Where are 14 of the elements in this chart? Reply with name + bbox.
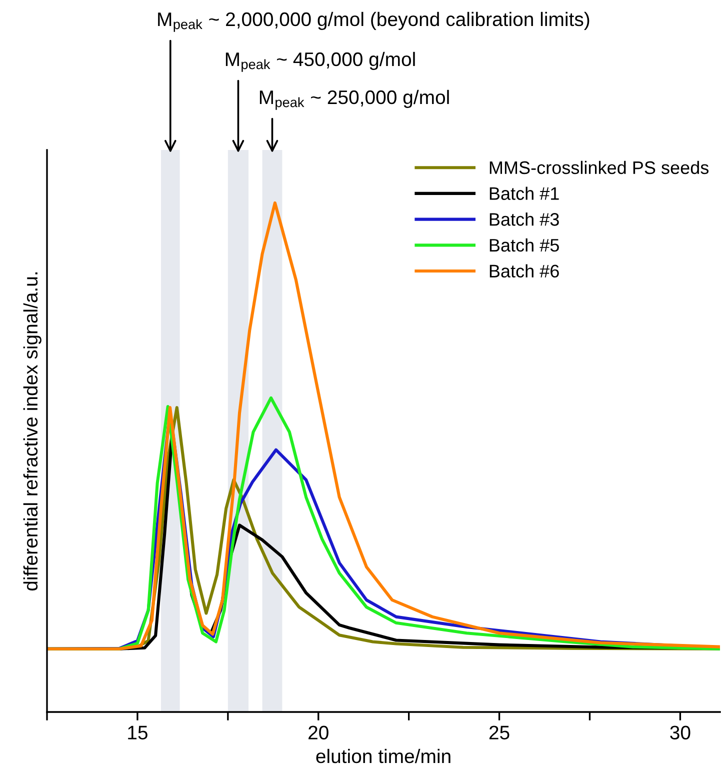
x-tick-label: 30: [670, 726, 690, 740]
x-tick-label: 15: [128, 726, 148, 740]
y-axis-title: differential refractive index signal/a.u.: [23, 272, 42, 591]
band-label: M$_{peak}$ ~ 2,000,000 g/mol (beyond calibration limits): [158, 12, 590, 32]
x-tick-label: 25: [489, 726, 510, 740]
legend-label: Batch #6: [490, 264, 559, 278]
x-axis-title: elution time/min: [316, 748, 450, 764]
band-label: M$_{peak}$ ~ 250,000 g/mol: [260, 90, 449, 110]
x-tick-label: 20: [308, 726, 328, 740]
legend-label: Batch #1: [490, 186, 559, 200]
legend-label: Batch #3: [490, 212, 559, 226]
band-label: M$_{peak}$ ~ 450,000 g/mol: [226, 52, 415, 72]
legend-label: Batch #5: [490, 238, 559, 252]
legend-label: MMS-crosslinked PS seeds: [490, 160, 709, 174]
